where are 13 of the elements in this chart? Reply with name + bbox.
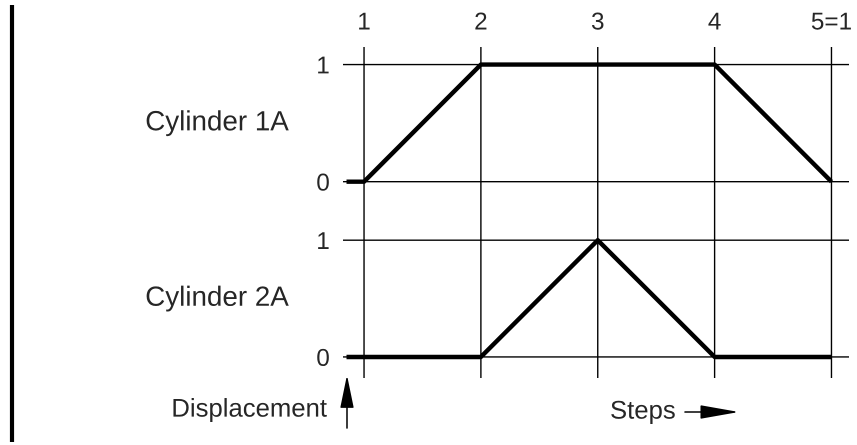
y-tick-label: 1: [318, 56, 329, 74]
y-tick-label: 0: [317, 348, 329, 366]
x-axis-title: Steps: [611, 400, 675, 424]
y-axis-title: Cylinder 2A: [146, 286, 289, 312]
x-tick-label: 2: [475, 12, 486, 30]
x-tick-label: 4: [708, 12, 721, 30]
y-axis-title: Cylinder 1A: [146, 110, 289, 136]
x-tick-label: 5=1: [812, 12, 851, 30]
y-tick-label: 0: [317, 174, 329, 191]
text: Displacement: [173, 398, 327, 422]
x-tick-label: 1: [359, 12, 370, 30]
x-tick-label: 3: [592, 12, 604, 30]
y-tick-label: 1: [318, 232, 329, 250]
